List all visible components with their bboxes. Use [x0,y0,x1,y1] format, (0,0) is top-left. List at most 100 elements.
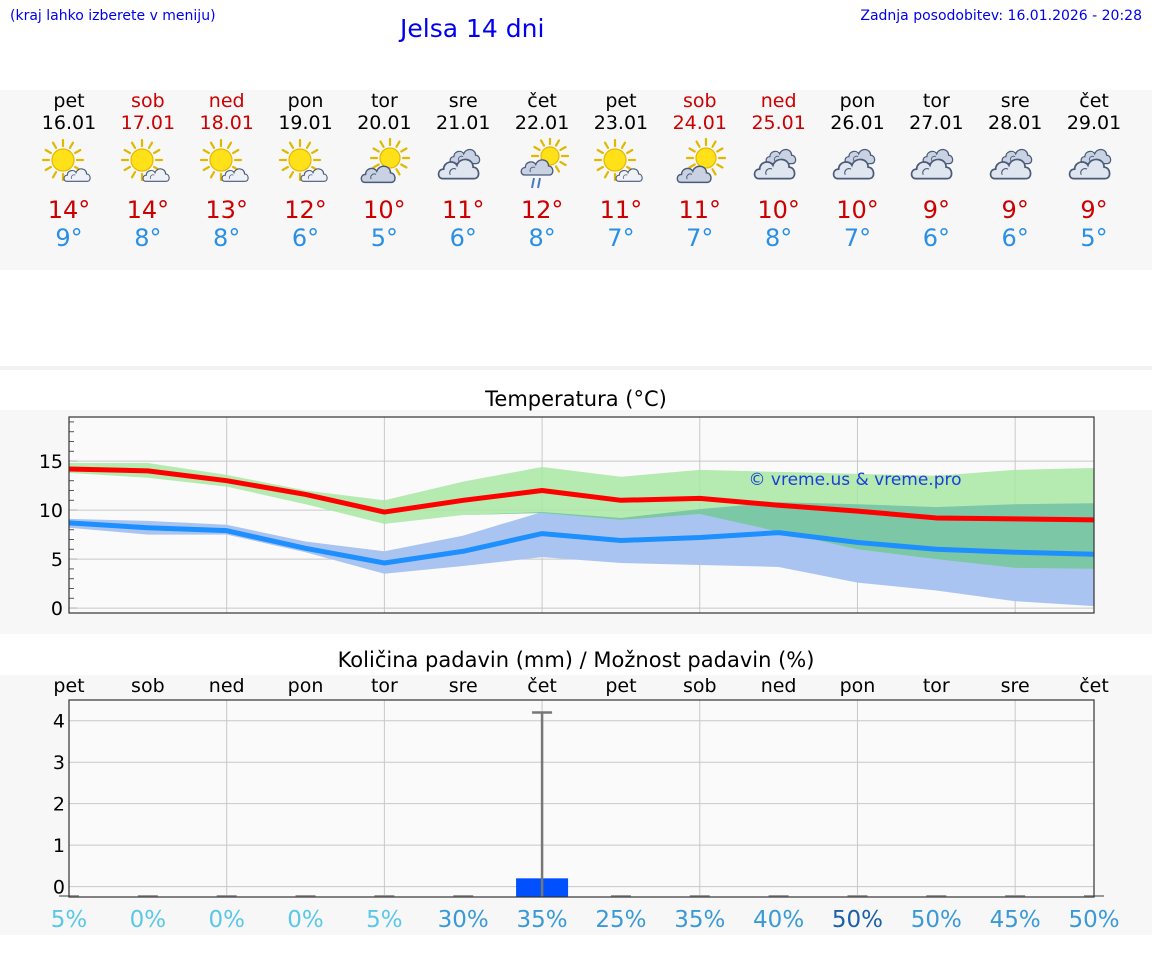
precipitation-probability: 0% [130,907,167,933]
max-temperature: 12° [520,196,564,224]
page-title: Jelsa 14 dni [400,14,545,43]
x-tick-label: pet [605,675,636,697]
x-tick-label: sob [683,675,717,697]
day-column: pon 19.01 12° 6° [266,90,346,252]
y-tick-label: 3 [53,752,65,774]
x-tick-label: pon [288,675,324,697]
day-date: 16.01 [41,112,97,134]
day-column: sre 28.01 9° 6° [975,90,1055,252]
day-date: 22.01 [514,112,570,134]
precipitation-probability: 45% [990,907,1041,933]
precipitation-probability: 35% [517,907,568,933]
min-temperature: 7° [686,224,714,252]
day-name: pet [53,90,85,112]
max-temperature-line [68,466,1095,523]
day-name: tor [922,90,950,112]
precipitation-probability: 5% [51,907,88,933]
day-date: 20.01 [357,112,412,134]
day-column: tor 27.01 9° 6° [896,90,976,252]
watermark: © vreme.us & vreme.pro [748,470,961,490]
y-tick-label: 2 [53,794,65,816]
max-temperature: 14° [126,196,170,224]
max-temperature: 9° [1080,196,1108,224]
cloud-icon [911,148,954,180]
min-temperature: 6° [449,224,477,252]
precipitation-probability: 0% [208,907,245,933]
temperature-chart-title: Temperatura (°C) [485,387,667,411]
plot-frame [68,699,1095,898]
day-date: 18.01 [199,112,254,134]
precipitation-chart: pet sob ned pon tor sre čet pet sob ned pon tor sre č… [51,675,1120,933]
min-temperature: 5° [1080,224,1108,252]
min-temperature: 9° [55,224,83,252]
day-column: pet 23.01 11° 7° [581,90,661,252]
x-tick-label: sre [1001,675,1030,697]
x-tick-label: sre [449,675,478,697]
day-name: čet [527,90,557,112]
max-temperature: 11° [441,196,485,224]
precipitation-probability: 50% [1068,907,1119,933]
day-column: pet 16.01 14° 9° [29,90,109,252]
day-name: ned [760,90,797,112]
day-name: sre [448,90,478,112]
x-tick-label: tor [371,675,398,697]
precipitation-probability: 35% [674,907,725,933]
min-temperature: 8° [765,224,793,252]
sun-cloud-icon [120,138,170,182]
sun-cloud-icon [278,138,328,182]
max-temperature: 10° [757,196,800,224]
day-name: pet [605,90,637,112]
max-temperature: 12° [284,196,327,224]
y-tick-label: 1 [53,835,65,857]
day-date: 19.01 [278,112,333,134]
cloud-sun-rain-icon [520,138,570,189]
precipitation-probability: 50% [832,907,883,933]
plot-area [69,700,1094,897]
y-tick-label: 5 [51,549,63,571]
max-temperature: 14° [47,196,91,224]
divider [0,366,1152,370]
day-date: 25.01 [751,112,806,134]
y-tick-label: 10 [39,500,63,522]
min-temperature: 7° [843,224,872,252]
day-name: pon [839,90,876,112]
day-name: sre [1000,90,1030,112]
sun-cloud-icon [199,138,249,182]
min-temperature: 6° [1001,224,1029,252]
day-column: tor 20.01 10° 5° [344,90,424,252]
y-tick-label: 15 [39,451,63,473]
max-temperature: 9° [922,196,950,224]
precipitation-probability: 40% [753,907,804,933]
x-tick-label: ned [209,675,245,697]
y-tick-label: 0 [53,877,65,899]
temperature-chart: 0 5 10 15 © vreme.us & vreme.pro [39,416,1095,620]
min-temperature: 8° [213,224,241,252]
day-date: 29.01 [1066,112,1122,134]
max-temperature: 11° [678,196,722,224]
max-temperature: 11° [599,196,643,224]
precipitation-probability: 5% [366,907,403,933]
day-column: ned 18.01 13° 8° [187,90,267,252]
day-name: tor [370,90,398,112]
min-temperature: 6° [291,224,320,252]
precipitation-probability: 50% [911,907,962,933]
x-tick-label: čet [527,675,557,697]
day-name: sob [131,90,165,112]
plot-frame [68,416,1095,614]
day-column: čet 22.01 12° 8° [502,90,582,252]
max-temperature: 10° [363,196,406,224]
day-date: 28.01 [987,112,1043,134]
precipitation-probability: 0% [287,907,324,933]
day-name: pon [287,90,324,112]
day-column: čet 29.01 9° 5° [1054,90,1134,252]
precipitation-probability: 25% [595,907,646,933]
x-tick-label: čet [1079,675,1109,697]
forecast-strip: pet 16.01 14° 9° sob 17.01 14° 8° ned 18.01 13° 8° p… [0,90,1152,270]
x-tick-label: sob [131,675,165,697]
min-temperature: 5° [370,224,399,252]
day-date: 17.01 [120,112,176,134]
cloud-sun-icon [360,138,411,184]
sun-cloud-icon [41,138,91,182]
day-name: sob [683,90,717,112]
max-temperature: 13° [205,196,248,224]
